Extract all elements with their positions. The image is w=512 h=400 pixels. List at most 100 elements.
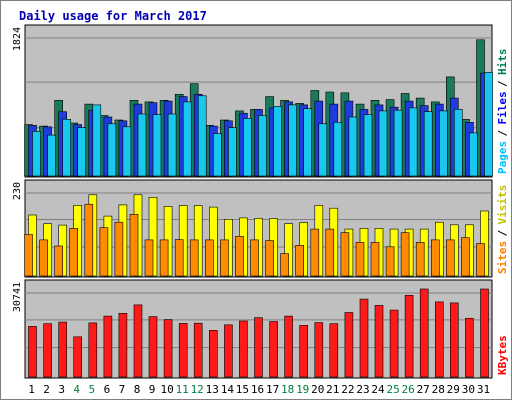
bar-pages-day-18 (288, 104, 297, 177)
x-tick-label: 12 (191, 383, 204, 396)
bar-pages-day-7 (122, 126, 132, 177)
bar-pages-day-3 (62, 119, 72, 177)
bar-kbytes-day-1 (28, 326, 37, 378)
bar-pages-day-28 (438, 110, 448, 177)
bar-sites-day-15 (235, 236, 244, 277)
bar-sites-day-10 (159, 239, 169, 277)
x-tick-label: 28 (432, 383, 445, 396)
bar-pages-day-4 (77, 127, 86, 177)
bar-kbytes-day-16 (254, 317, 263, 378)
bar-sites-day-31 (476, 243, 485, 277)
bar-pages-day-11 (182, 101, 192, 177)
bar-kbytes-day-23 (359, 298, 369, 378)
x-tick-label: 6 (104, 383, 111, 396)
bar-pages-day-2 (47, 134, 56, 177)
bar-sites-day-6 (99, 227, 109, 277)
x-tick-label: 26 (401, 383, 414, 396)
bar-kbytes-day-17 (269, 321, 278, 378)
x-tick-label: 2 (43, 383, 50, 396)
bar-pages-day-22 (348, 116, 358, 177)
bar-kbytes-day-10 (163, 319, 173, 378)
bar-kbytes-day-27 (419, 288, 429, 378)
bar-pages-day-20 (318, 123, 328, 177)
legend-pages: Pages (496, 141, 509, 174)
bar-kbytes-day-11 (178, 323, 188, 378)
x-tick-label: 20 (311, 383, 324, 396)
bar-pages-day-17 (273, 106, 282, 177)
bar-kbytes-day-7 (118, 312, 128, 378)
x-tick-label: 23 (356, 383, 369, 396)
bar-pages-day-14 (228, 127, 237, 177)
x-tick-label: 29 (447, 383, 460, 396)
bar-pages-day-9 (152, 114, 162, 177)
legend-separator: / (496, 230, 509, 237)
bar-kbytes-day-14 (224, 324, 233, 378)
bar-pages-day-23 (363, 114, 373, 177)
bar-pages-day-21 (333, 122, 343, 177)
bar-sites-day-14 (220, 239, 229, 277)
bar-sites-day-7 (114, 221, 124, 277)
x-tick-label: 9 (149, 383, 156, 396)
bar-pages-day-30 (469, 132, 478, 177)
x-tick-label: 15 (236, 383, 249, 396)
x-tick-label: 24 (371, 383, 385, 396)
x-tick-label: 13 (206, 383, 219, 396)
bar-pages-day-13 (213, 133, 222, 177)
x-tick-labels: 1 2 3 4 5 6 7 8 9 10 11 12 13 14 15 16 17 18 19 20 21 22 23 24 2… (28, 383, 490, 396)
x-tick-label: 21 (326, 383, 339, 396)
bar-pages-day-25 (393, 109, 403, 177)
bar-sites-day-5 (84, 203, 94, 277)
bar-pages-day-1 (32, 131, 41, 177)
x-tick-label: 10 (160, 383, 173, 396)
bar-pages-day-26 (408, 107, 418, 177)
bar-kbytes-day-21 (329, 323, 339, 378)
bar-sites-day-16 (250, 239, 259, 277)
x-tick-label: 11 (176, 383, 189, 396)
legend-sites: Sites (496, 241, 509, 274)
bar-pages-day-6 (107, 123, 117, 177)
bar-sites-day-1 (24, 234, 33, 277)
bar-sites-day-2 (39, 239, 48, 277)
chart-title: Daily usage for March 2017 (19, 9, 207, 23)
bar-sites-day-23 (355, 242, 365, 277)
bar-kbytes-day-15 (239, 320, 248, 378)
bar-pages-day-10 (167, 113, 177, 177)
bar-pages-day-31 (484, 72, 493, 177)
bar-pages-day-19 (303, 108, 313, 177)
bar-kbytes-day-31 (480, 288, 489, 378)
bar-kbytes-day-20 (314, 322, 324, 378)
x-tick-label: 1 (28, 383, 35, 396)
bar-kbytes-day-2 (43, 323, 52, 378)
legend-visits: Visits (496, 185, 509, 225)
x-tick-label: 7 (119, 383, 126, 396)
bar-kbytes-day-19 (299, 325, 309, 378)
bar-pages-day-15 (243, 118, 252, 177)
bar-kbytes-day-6 (103, 315, 113, 378)
bar-sites-day-11 (174, 239, 184, 277)
x-tick-label: 18 (281, 383, 294, 396)
bar-kbytes-day-28 (434, 301, 444, 378)
bar-kbytes-day-29 (449, 302, 459, 378)
bar-kbytes-day-9 (148, 316, 158, 378)
bar-sites-day-8 (129, 214, 139, 277)
bar-pages-day-29 (453, 109, 463, 177)
bar-kbytes-day-8 (133, 304, 143, 378)
bar-kbytes-day-4 (73, 336, 82, 378)
x-tick-label: 30 (462, 383, 475, 396)
bar-pages-day-5 (92, 104, 102, 177)
bar-sites-day-30 (461, 237, 470, 277)
bar-pages-day-27 (423, 111, 433, 177)
bar-sites-day-29 (445, 239, 455, 277)
y-max-label: 30741 (12, 282, 23, 312)
bar-sites-day-19 (295, 245, 305, 277)
x-tick-label: 17 (266, 383, 279, 396)
bar-kbytes-day-13 (209, 329, 218, 378)
bar-sites-day-21 (325, 228, 335, 277)
bar-kbytes-day-22 (344, 312, 354, 378)
bar-kbytes-day-5 (88, 322, 98, 378)
y-max-label: 230 (12, 182, 23, 200)
bar-kbytes-day-3 (58, 321, 68, 378)
x-tick-label: 16 (251, 383, 264, 396)
bar-sites-day-17 (265, 240, 274, 277)
